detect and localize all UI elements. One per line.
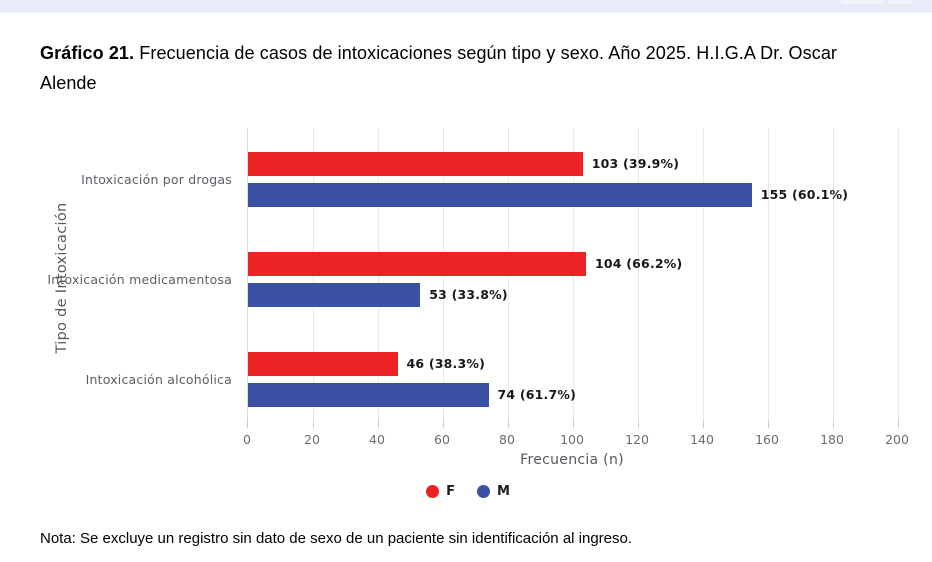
category-label-1: Intoxicación medicamentosa: [47, 272, 232, 287]
gridline-x-180: [833, 128, 834, 428]
x-tick-label-80: 80: [499, 432, 515, 447]
figure-caption-text: Frecuencia de casos de intoxicaciones se…: [40, 43, 838, 93]
bar-label-M-0: 155 (60.1%): [760, 187, 849, 202]
category-axis-labels: Intoxicación por drogas Intoxicación medi…: [0, 128, 238, 428]
grouped-bar-chart: Tipo de Intoxicación Intoxicación por dr…: [0, 110, 932, 510]
x-tick-label-40: 40: [369, 432, 385, 447]
x-tick-label-160: 160: [755, 432, 779, 447]
x-tick-label-60: 60: [434, 432, 450, 447]
tick-mark-x-40: [378, 420, 379, 428]
category-label-2: Intoxicación alcohólica: [85, 372, 232, 387]
legend-label-F: F: [446, 484, 455, 499]
legend-item-M: M: [476, 484, 510, 499]
gridline-x-100: [573, 128, 574, 428]
x-tick-label-100: 100: [560, 432, 584, 447]
category-label-0: Intoxicación por drogas: [81, 172, 232, 187]
gridline-x-140: [703, 128, 704, 428]
legend-label-M: M: [496, 484, 510, 499]
gridline-x-200: [898, 128, 899, 428]
stripe-tab-decoration: [888, 0, 912, 4]
plot-area: 103 (39.9%) 155 (60.1%) 104 (66.2%) 53 (33.…: [247, 128, 899, 428]
tick-mark-x-180: [833, 420, 834, 428]
x-tick-label-180: 180: [820, 432, 844, 447]
gridline-x-60: [443, 128, 444, 428]
tick-mark-x-80: [508, 420, 509, 428]
bar-M-1: [248, 283, 421, 307]
gridline-x-20: [313, 128, 314, 428]
x-tick-label-20: 20: [304, 432, 320, 447]
bar-F-0: [248, 152, 583, 176]
bar-M-2: [248, 383, 489, 407]
gridline-x-160: [768, 128, 769, 428]
legend-item-F: F: [426, 484, 455, 499]
bar-M-0: [248, 183, 752, 207]
gridline-x-40: [378, 128, 379, 428]
tick-mark-x-160: [768, 420, 769, 428]
bar-label-F-2: 46 (38.3%): [406, 356, 486, 371]
tick-mark-x-0: [247, 420, 248, 428]
legend-dot-M: [476, 485, 490, 498]
bar-label-M-2: 74 (61.7%): [497, 387, 577, 402]
figure-caption: Gráfico 21. Frecuencia de casos de intox…: [40, 38, 896, 98]
tick-mark-x-100: [573, 420, 574, 428]
x-tick-label-200: 200: [885, 432, 909, 447]
gridline-x-120: [638, 128, 639, 428]
window-top-stripe: [0, 0, 932, 13]
tick-mark-x-20: [313, 420, 314, 428]
x-tick-label-0: 0: [243, 432, 251, 447]
tick-mark-x-120: [638, 420, 639, 428]
bar-label-F-0: 103 (39.9%): [591, 156, 680, 171]
bar-label-F-1: 104 (66.2%): [595, 256, 683, 271]
x-tick-label-120: 120: [625, 432, 649, 447]
gridline-x-80: [508, 128, 509, 428]
x-axis-tick-labels: 0 20 40 60 80 100 120 140 160 180 200: [243, 432, 909, 448]
bar-label-M-1: 53 (33.8%): [429, 287, 508, 302]
figure-caption-number: Gráfico 21.: [40, 43, 135, 63]
tick-mark-x-60: [443, 420, 444, 428]
bar-F-1: [248, 252, 586, 276]
stripe-tab-decoration: [841, 0, 883, 4]
x-axis-title: Frecuencia (n): [520, 452, 624, 468]
figure-note: Nota: Se excluye un registro sin dato de…: [40, 530, 633, 547]
tick-mark-x-200: [898, 420, 899, 428]
tick-mark-x-140: [703, 420, 704, 428]
legend-dot-F: [426, 485, 440, 498]
x-tick-label-140: 140: [690, 432, 714, 447]
bar-F-2: [248, 352, 398, 376]
